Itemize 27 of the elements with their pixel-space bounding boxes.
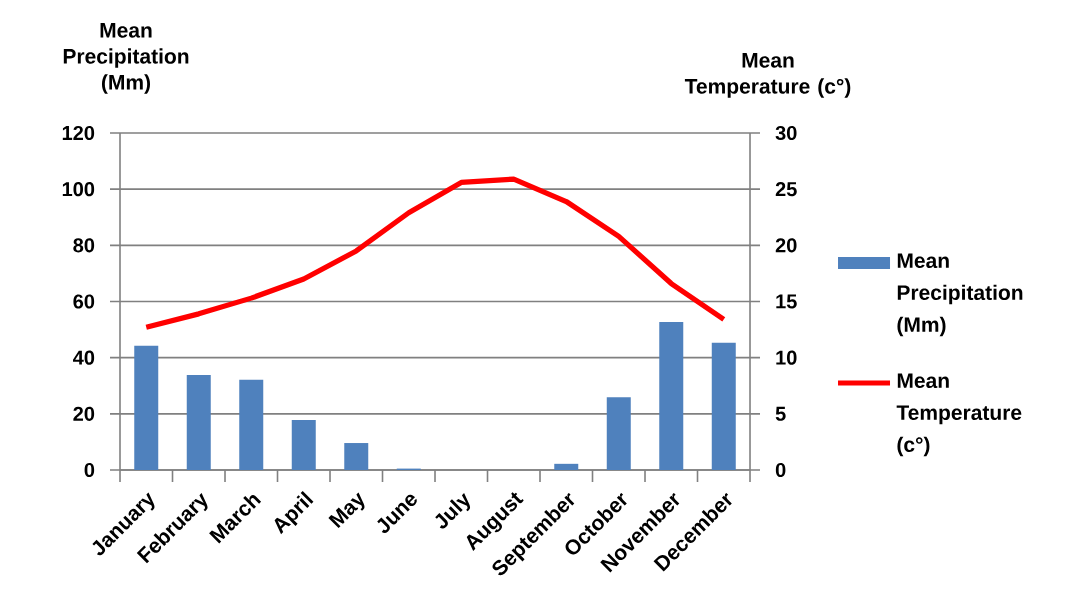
y-tick-label: 120 (62, 125, 95, 141)
bar (291, 420, 316, 470)
y-tick-label: 20 (73, 406, 95, 421)
y2-tick-label: 0 (775, 462, 786, 478)
y-tick-label: 60 (73, 294, 95, 309)
y-tick-label: 80 (73, 238, 95, 253)
bar (711, 342, 736, 470)
bar (239, 379, 264, 470)
bar (659, 322, 684, 470)
legend-label: Mean Temperature (c°) (896, 373, 1022, 457)
y2-axis-title: Mean Temperature (c°) (684, 53, 851, 98)
bar (606, 397, 631, 470)
bar (134, 345, 159, 470)
y-axis-title: Mean Precipitation (Mm) (63, 23, 189, 94)
y2-tick-label: 10 (776, 350, 797, 365)
y2-tick-label: 30 (775, 125, 797, 141)
y2-tick-label: 25 (775, 182, 797, 197)
y2-tick-label: 15 (776, 294, 797, 309)
y-tick-label: 100 (62, 182, 95, 197)
y2-tick-label: 20 (775, 238, 797, 253)
bar (186, 375, 211, 470)
y-tick-label: 0 (84, 462, 95, 478)
bar (554, 463, 579, 470)
legend-label: Mean Precipitation (Mm) (897, 253, 1023, 337)
bar (344, 443, 369, 470)
y-tick-label: 40 (73, 350, 95, 365)
y2-tick-label: 5 (775, 406, 786, 421)
